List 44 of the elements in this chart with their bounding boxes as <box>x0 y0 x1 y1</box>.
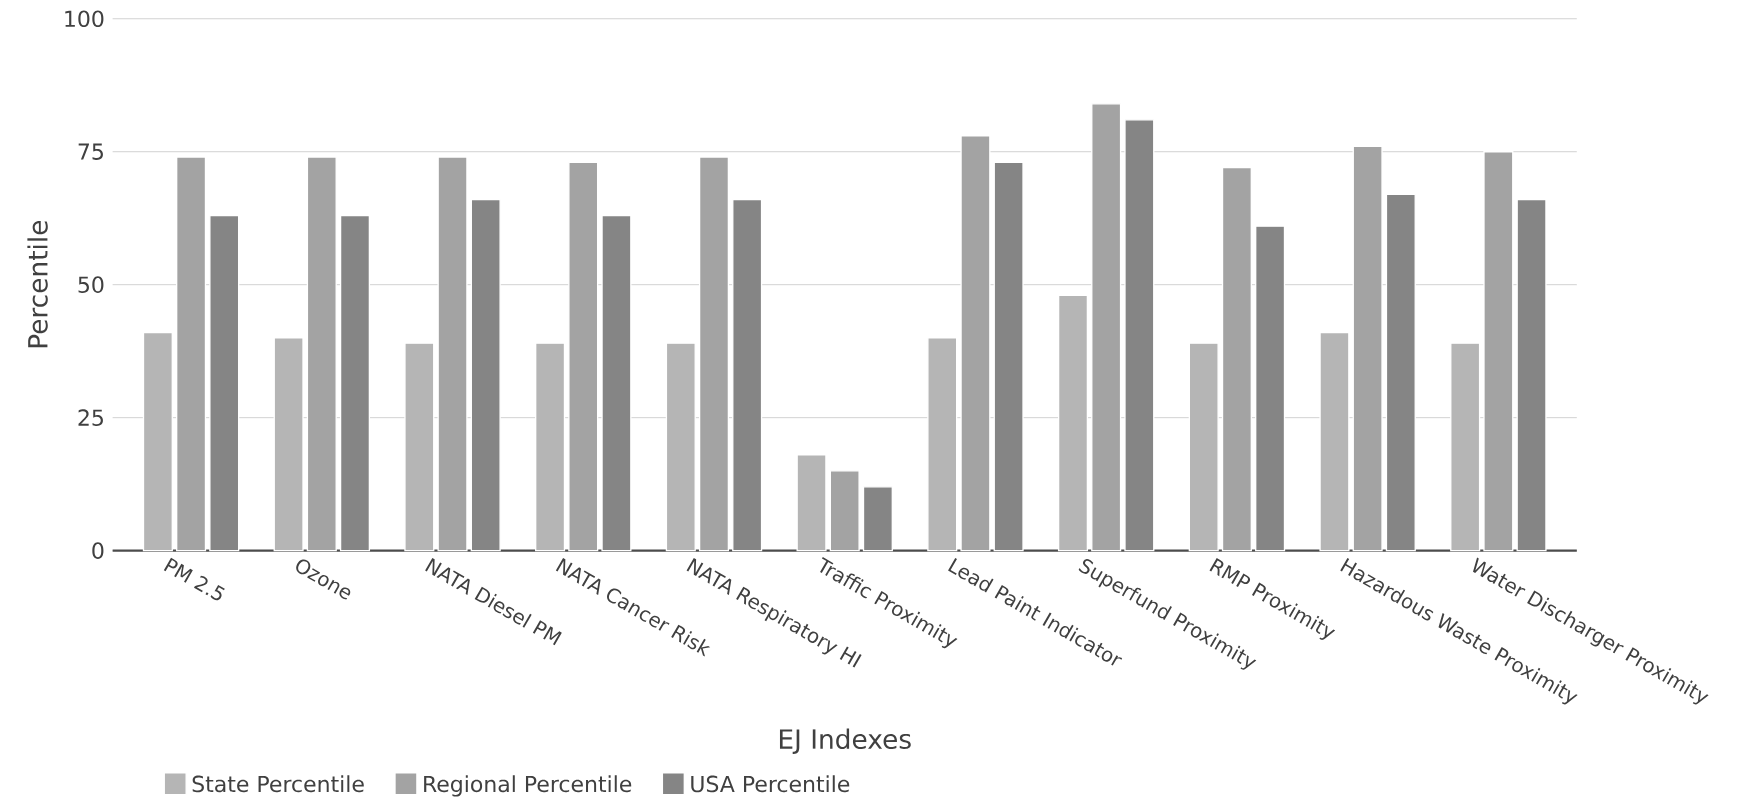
y-tick-label: 25 <box>78 409 103 426</box>
y-tick-label: 75 <box>78 143 103 160</box>
bar <box>1124 119 1155 552</box>
bar <box>1057 294 1089 552</box>
legend-label: State Percentile <box>192 775 364 793</box>
legend-label: Regional Percentile <box>424 775 632 797</box>
bar <box>404 342 435 552</box>
bar <box>698 156 730 552</box>
y-tick-label: 50 <box>78 276 104 293</box>
bar <box>1319 331 1350 552</box>
bar <box>142 331 173 552</box>
bar <box>1255 225 1286 552</box>
bar <box>665 342 696 552</box>
bar <box>437 156 468 552</box>
x-axis-title: EJ Indexes <box>779 728 911 754</box>
y-tick-label: 0 <box>92 542 104 559</box>
bar <box>1516 198 1547 552</box>
bar <box>1483 151 1514 552</box>
bar <box>209 214 240 552</box>
bar <box>1450 342 1481 552</box>
bar <box>306 156 337 552</box>
bar <box>1385 193 1416 552</box>
bar <box>601 214 632 552</box>
bar <box>960 135 991 552</box>
legend-label: USA Percentile <box>691 775 850 793</box>
bar <box>535 342 566 552</box>
bar <box>732 198 763 552</box>
bar <box>993 161 1024 552</box>
bar <box>1091 103 1122 552</box>
bar <box>1352 145 1383 552</box>
bar <box>796 454 827 552</box>
bar <box>1188 342 1219 552</box>
x-tick-label: PM 2.5 <box>163 557 225 601</box>
bar <box>829 470 860 552</box>
bar <box>273 337 304 552</box>
bar <box>339 214 371 552</box>
bar <box>568 161 599 552</box>
y-tick-label: 100 <box>65 10 104 28</box>
y-axis-title: Percentile <box>27 220 48 348</box>
bar <box>176 156 207 552</box>
bar <box>470 198 501 552</box>
bar <box>862 486 893 552</box>
bar <box>1221 167 1252 552</box>
bar <box>927 337 958 552</box>
